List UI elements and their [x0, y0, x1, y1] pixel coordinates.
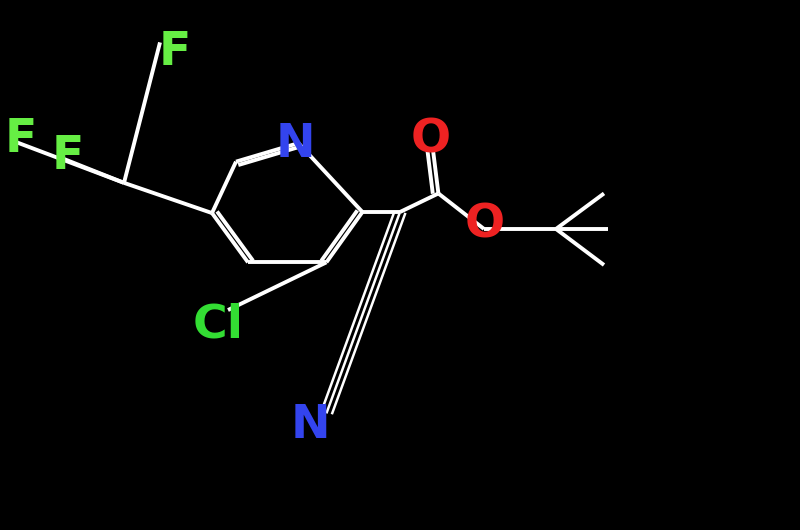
Text: O: O	[410, 118, 450, 162]
Text: F: F	[52, 134, 84, 179]
Text: F: F	[158, 30, 190, 75]
Text: N: N	[290, 403, 330, 447]
Text: Cl: Cl	[193, 303, 244, 347]
Text: N: N	[275, 122, 315, 167]
Text: O: O	[465, 203, 505, 248]
Text: F: F	[5, 118, 37, 162]
